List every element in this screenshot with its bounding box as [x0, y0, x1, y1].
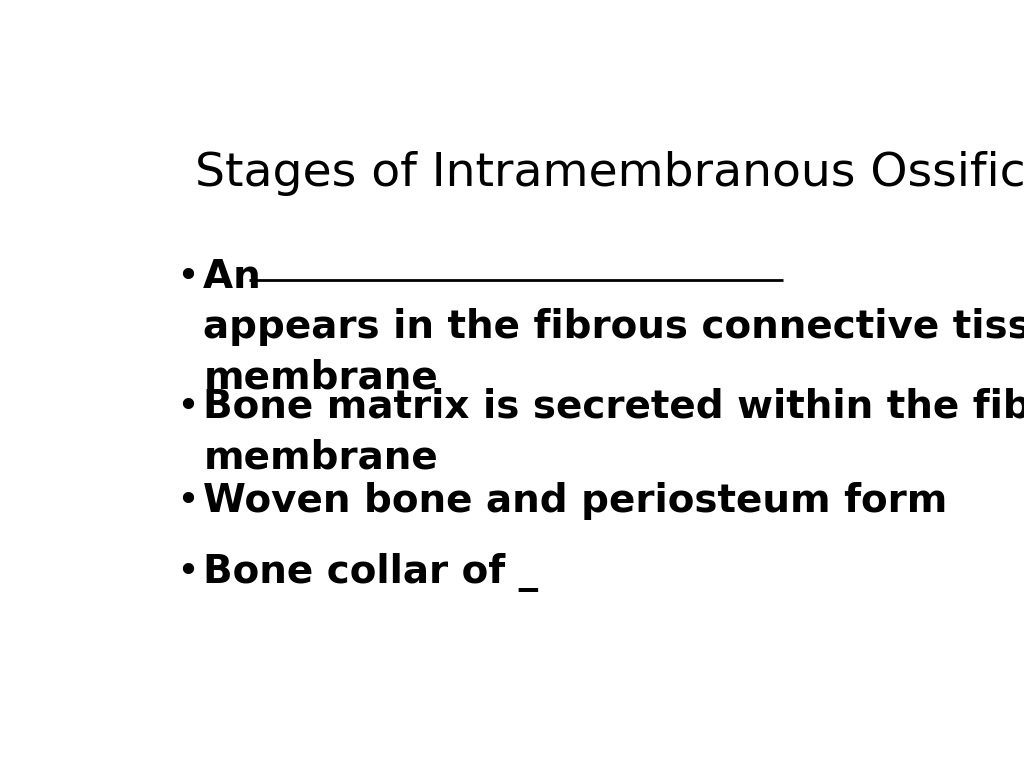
Text: Bone collar of _: Bone collar of _: [204, 554, 539, 592]
Text: appears in the fibrous connective tissue: appears in the fibrous connective tissue: [204, 308, 1024, 346]
Text: •: •: [176, 482, 199, 521]
Text: membrane: membrane: [204, 359, 438, 396]
Text: •: •: [176, 258, 199, 296]
Text: Woven bone and periosteum form: Woven bone and periosteum form: [204, 482, 948, 521]
Text: Stages of Intramembranous Ossification: Stages of Intramembranous Ossification: [196, 151, 1024, 197]
Text: •: •: [176, 388, 199, 425]
Text: •: •: [176, 554, 199, 591]
Text: An: An: [204, 258, 274, 296]
Text: Bone matrix is secreted within the fibrous: Bone matrix is secreted within the fibro…: [204, 388, 1024, 425]
Text: membrane: membrane: [204, 438, 438, 476]
